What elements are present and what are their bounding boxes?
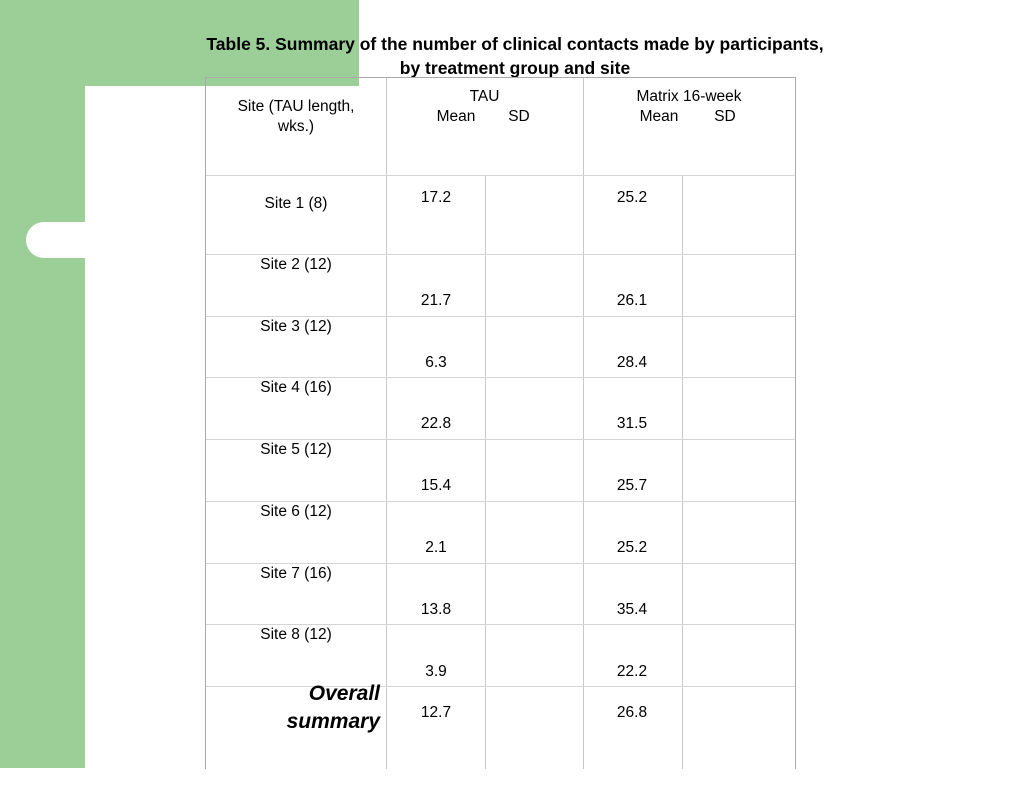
row-2-matrix-mean: 26.1	[616, 292, 648, 309]
header-site: Site (TAU length, wks.)	[237, 98, 355, 135]
overall-label-line-1: Overall	[308, 682, 380, 705]
row-divider	[206, 377, 795, 378]
summary-table: Site (TAU length, wks.) TAU Mean SD Matr…	[205, 77, 796, 769]
overall-summary-label: Overall summary	[226, 680, 380, 736]
row-8-site: Site 8 (12)	[260, 626, 332, 643]
row-divider	[206, 439, 795, 440]
table-title: Table 5. Summary of the number of clinic…	[150, 32, 880, 80]
row-7-matrix-mean: 35.4	[616, 601, 648, 618]
overall-tau-mean: 12.7	[420, 704, 452, 721]
row-2-site: Site 2 (12)	[260, 256, 332, 273]
row-4-site: Site 4 (16)	[260, 379, 332, 396]
row-3-tau-mean: 6.3	[425, 354, 447, 371]
header-matrix-mean: Mean	[639, 108, 679, 125]
row-4-matrix-mean: 31.5	[616, 415, 648, 432]
row-3-matrix-mean: 28.4	[616, 354, 648, 371]
row-6-matrix-mean: 25.2	[616, 539, 648, 556]
row-3-site: Site 3 (12)	[260, 318, 332, 335]
row-1-site: Site 1 (8)	[264, 195, 328, 212]
row-8-matrix-mean: 22.2	[616, 663, 648, 680]
header-tau-mean: Mean	[436, 108, 476, 125]
row-7-tau-mean: 13.8	[420, 601, 452, 618]
row-1-matrix-mean: 25.2	[616, 189, 648, 206]
row-divider	[206, 686, 795, 687]
row-divider	[206, 175, 795, 176]
row-5-matrix-mean: 25.7	[616, 477, 648, 494]
header-matrix: Matrix 16-week	[636, 88, 742, 105]
table-title-line-1: Table 5. Summary of the number of clinic…	[206, 34, 824, 54]
slide-green-sidebar	[0, 0, 85, 768]
overall-label-line-2: summary	[286, 710, 380, 733]
column-divider	[583, 78, 584, 769]
slide-content-panel	[85, 86, 485, 786]
row-6-tau-mean: 2.1	[425, 539, 447, 556]
row-4-tau-mean: 22.8	[420, 415, 452, 432]
slide-tab-decoration	[26, 222, 92, 258]
row-divider	[206, 501, 795, 502]
row-7-site: Site 7 (16)	[260, 565, 332, 582]
row-8-tau-mean: 3.9	[425, 663, 447, 680]
row-5-tau-mean: 15.4	[420, 477, 452, 494]
header-tau-sd: SD	[508, 108, 530, 125]
row-2-tau-mean: 21.7	[420, 292, 452, 309]
table-title-line-2: by treatment group and site	[399, 58, 631, 78]
column-divider	[485, 175, 486, 769]
row-5-site: Site 5 (12)	[260, 441, 332, 458]
header-tau: TAU	[469, 88, 500, 105]
row-6-site: Site 6 (12)	[260, 503, 332, 520]
row-divider	[206, 316, 795, 317]
overall-matrix-mean: 26.8	[616, 704, 648, 721]
row-divider	[206, 254, 795, 255]
column-divider	[682, 175, 683, 769]
header-matrix-sd: SD	[714, 108, 736, 125]
column-divider	[386, 78, 387, 769]
slide-green-top-band	[85, 0, 359, 86]
row-divider	[206, 624, 795, 625]
row-divider	[206, 563, 795, 564]
row-1-tau-mean: 17.2	[420, 189, 452, 206]
